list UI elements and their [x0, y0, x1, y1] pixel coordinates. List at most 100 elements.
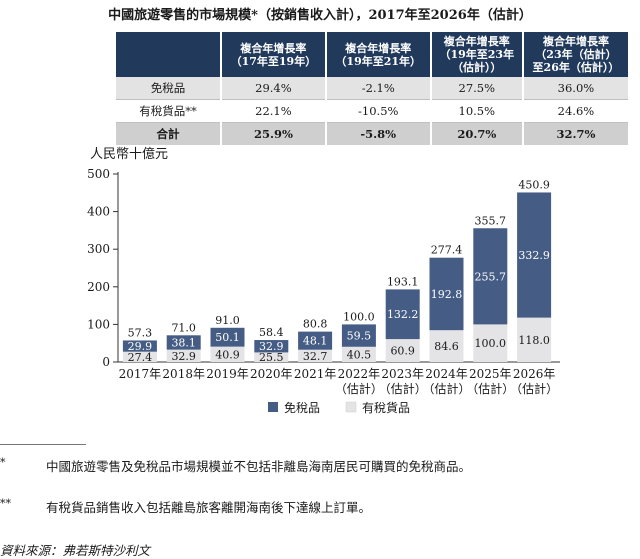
cagr-table: 複合年增長率 （17年至19年） 複合年增長率 （19年至21年） 複合年增長率…	[116, 32, 628, 145]
table-row-duty-paid: 有稅貨品** 22.1% -10.5% 10.5% 24.6%	[116, 99, 628, 123]
x-tick-label: （估計）	[379, 381, 427, 396]
cagr-header-1: 複合年增長率 （17年至19年）	[220, 32, 326, 77]
chart-title: 中國旅遊零售的市場規模*（按銷售收入計），2017年至2026年（估計）	[108, 8, 532, 23]
cell: 24.6%	[521, 99, 628, 123]
data-label-duty-paid: 40.9	[215, 348, 240, 361]
data-label-duty-paid: 25.5	[259, 351, 284, 364]
data-label-duty-paid: 60.9	[390, 345, 415, 358]
data-label-total: 71.0	[171, 321, 196, 334]
footnote-text: 中國旅遊零售及免稅品市場規模並不包括非離島海南居民可購買的免稅商品。	[46, 459, 472, 474]
data-label-total: 100.0	[343, 310, 375, 323]
legend-label-duty-free: 免稅品	[284, 400, 320, 415]
cell: 10.5%	[429, 99, 523, 123]
bar-duty-free	[210, 327, 245, 347]
y-tick-label: 400	[87, 205, 110, 219]
data-label-duty-free: 32.9	[259, 340, 284, 353]
bar-duty-free	[341, 324, 376, 347]
x-tick-label: 2022年	[338, 367, 381, 381]
cagr-header-3: 複合年增長率 （19年至23年 （估計））	[429, 32, 523, 77]
cell: -5.8%	[324, 122, 431, 145]
data-label-duty-free: 38.1	[171, 336, 196, 349]
x-tick-label: 2024年	[425, 367, 468, 381]
footnote-divider	[0, 444, 86, 445]
x-tick-label: 2019年	[206, 367, 249, 381]
footnote-mark: *	[0, 456, 6, 469]
row-label: 合計	[116, 122, 221, 145]
data-label-duty-free: 48.1	[303, 335, 328, 348]
bar-duty-free	[429, 257, 464, 331]
data-label-total: 355.7	[475, 214, 507, 227]
stacked-bar-chart: 人民幣十億元 0 100 200 300 400 500 27.429.957.3 2017年 3…	[87, 146, 560, 415]
data-label-duty-free: 255.7	[475, 270, 507, 283]
y-tick-label: 300	[87, 242, 110, 256]
data-label-duty-paid: 27.4	[128, 351, 153, 364]
bar-duty-paid	[341, 346, 376, 362]
source-note: 資料來源：弗若斯特沙利文	[0, 543, 151, 558]
table-row-duty-free: 免稅品 29.4% -2.1% 27.5% 36.0%	[116, 77, 628, 100]
cell: 25.9%	[220, 122, 326, 145]
data-label-duty-free: 192.8	[431, 288, 463, 301]
x-tick-label: 2025年	[469, 367, 512, 381]
x-tick-label: 2026年	[513, 367, 556, 381]
row-label: 有稅貨品**	[116, 99, 221, 123]
x-tick-label: （估計）	[510, 381, 558, 396]
x-tick-label: 2020年	[250, 367, 293, 381]
bar-duty-free	[166, 335, 201, 350]
cagr-header-blank	[116, 32, 221, 77]
cell: 29.4%	[220, 77, 326, 100]
data-label-duty-free: 29.9	[128, 340, 153, 353]
data-label-duty-paid: 40.5	[347, 348, 372, 361]
x-tick-label: （估計）	[466, 381, 514, 396]
bar-duty-paid	[473, 324, 508, 362]
cell: -10.5%	[324, 99, 431, 123]
data-label-duty-free: 132.2	[387, 308, 419, 321]
data-label-duty-paid: 100.0	[475, 337, 507, 350]
legend-swatch-duty-free	[268, 402, 278, 412]
legend-label-duty-paid: 有稅貨品	[362, 400, 410, 415]
bar-duty-paid	[385, 339, 420, 362]
data-label-duty-free: 50.1	[215, 331, 240, 344]
x-tick-label: 2023年	[381, 367, 424, 381]
y-tick-label: 0	[102, 355, 110, 369]
y-tick-label: 100	[87, 317, 110, 331]
data-label-duty-paid: 32.9	[171, 350, 196, 363]
data-label-total: 58.4	[259, 326, 284, 339]
cell: 22.1%	[220, 99, 326, 123]
data-label-duty-paid: 32.7	[303, 350, 328, 363]
bar-duty-paid	[122, 351, 157, 362]
data-label-total: 450.9	[518, 178, 550, 191]
data-label-duty-free: 59.5	[347, 330, 372, 343]
bar-duty-free	[254, 340, 289, 353]
bar-duty-paid	[517, 317, 552, 362]
bar-duty-paid	[210, 346, 245, 362]
cell: 32.7%	[521, 122, 628, 145]
data-label-duty-paid: 118.0	[518, 334, 550, 347]
footnote-mark: **	[0, 497, 11, 510]
cagr-header-4: 複合年增長率 （23年（估計） 至26年（估計））	[521, 32, 628, 77]
bar-duty-paid	[429, 330, 464, 362]
cell: 36.0%	[521, 77, 628, 100]
x-tick-label: （估計）	[422, 381, 470, 396]
data-label-total: 277.4	[431, 244, 463, 257]
x-tick-label: 2021年	[294, 367, 337, 381]
data-label-total: 80.8	[303, 318, 328, 331]
y-tick-label: 500	[87, 167, 110, 181]
y-axis-label: 人民幣十億元	[90, 146, 168, 162]
table-row-total: 合計 25.9% -5.8% 20.7% 32.7%	[116, 122, 628, 145]
cagr-header-2: 複合年增長率 （19年至21年）	[324, 32, 431, 77]
legend-swatch-duty-paid	[345, 401, 357, 413]
data-label-duty-free: 332.9	[518, 249, 550, 262]
bar-duty-paid	[166, 349, 201, 362]
data-label-total: 57.3	[128, 326, 153, 339]
footnote-text: 有稅貨品銷售收入包括離島旅客離開海南後下達線上訂單。	[46, 500, 372, 515]
bar-duty-free	[473, 228, 508, 325]
y-tick-label: 200	[87, 280, 110, 294]
x-tick-label: （估計）	[335, 381, 383, 396]
bar-duty-free	[385, 289, 420, 340]
bar-duty-free	[517, 192, 552, 318]
bar-duty-paid	[254, 352, 289, 362]
cell: 27.5%	[429, 77, 523, 100]
bar-duty-free	[122, 340, 157, 352]
data-label-total: 91.0	[215, 314, 240, 327]
cell: 20.7%	[429, 122, 523, 145]
